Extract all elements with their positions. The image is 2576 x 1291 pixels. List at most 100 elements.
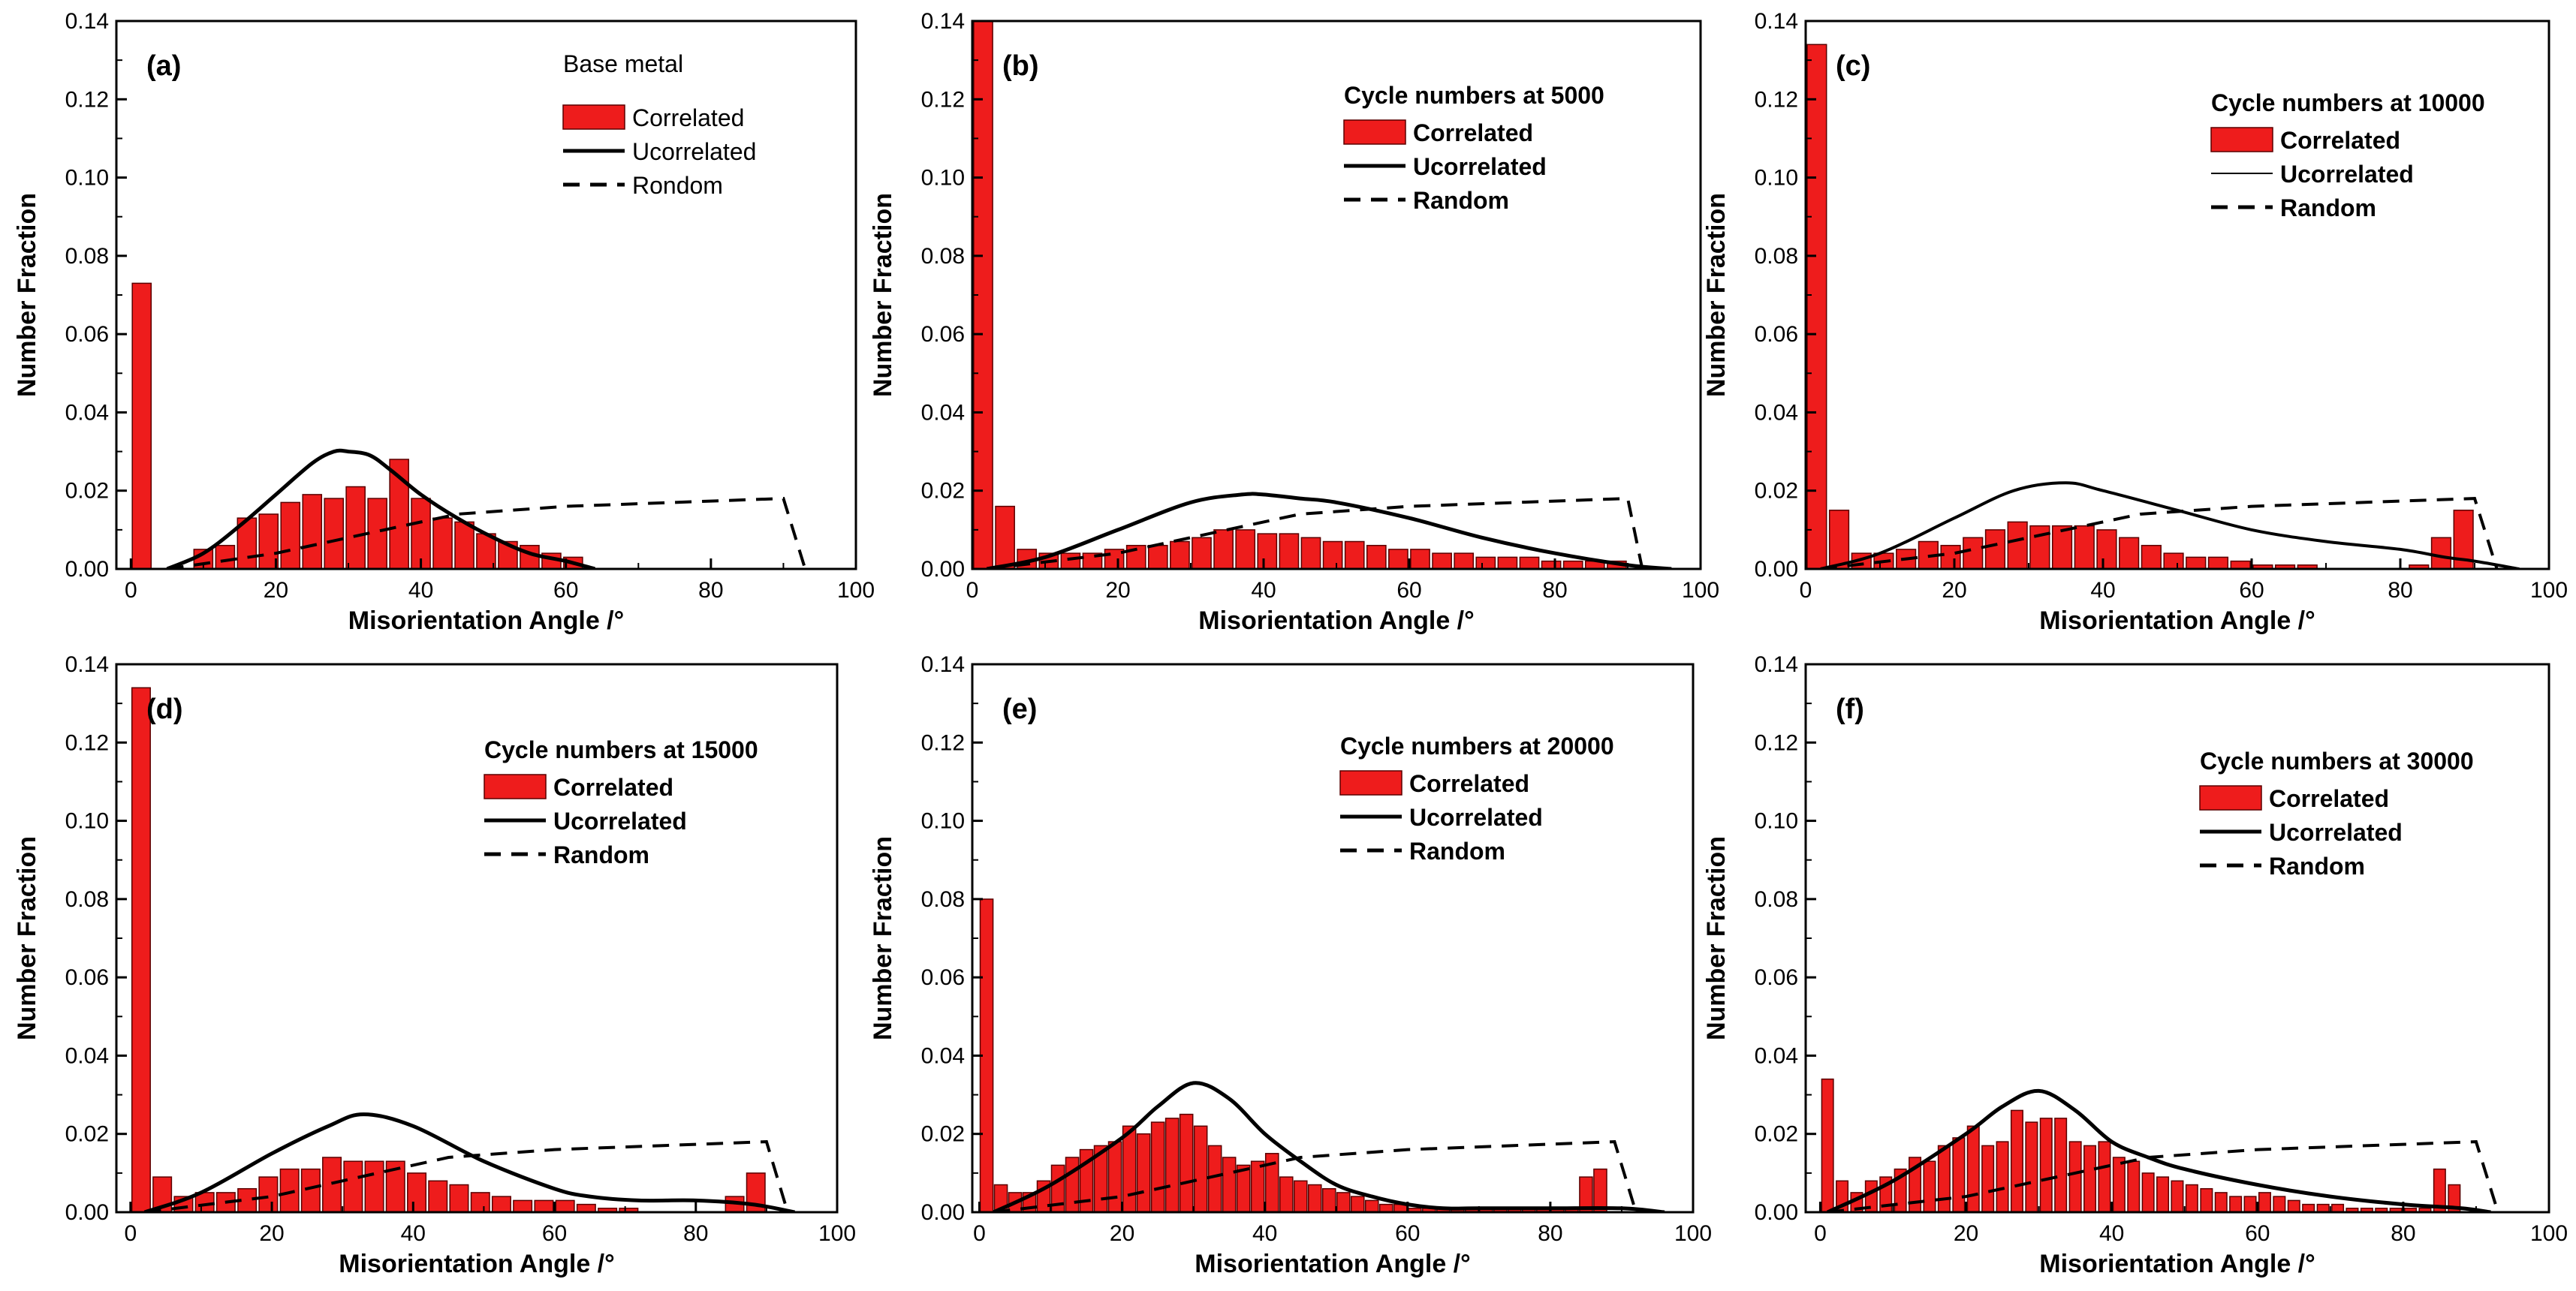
- bar: [1104, 549, 1125, 569]
- legend-label-correlated: Correlated: [553, 774, 673, 801]
- legend-swatch-correlated: [562, 104, 625, 130]
- bar: [324, 498, 345, 569]
- random-series-line: [993, 1140, 1637, 1212]
- y-tick-label: 0.06: [921, 322, 965, 347]
- bar: [1164, 1118, 1180, 1212]
- bar: [2287, 1199, 2300, 1212]
- y-tick-label: 0.00: [921, 1200, 965, 1225]
- bar: [1222, 1157, 1237, 1212]
- bar: [2163, 552, 2184, 569]
- y-tick-label: 0.00: [65, 1200, 109, 1225]
- bar: [280, 501, 301, 569]
- bar: [215, 544, 236, 569]
- bar: [1192, 537, 1212, 569]
- y-tick-label: 0.08: [65, 887, 109, 912]
- plot-area: [1821, 1078, 2500, 1212]
- x-tick-label: 80: [1538, 1221, 1562, 1246]
- legend-swatch-correlated: [2210, 127, 2273, 152]
- y-tick-label: 0.10: [65, 166, 109, 191]
- y-tick-label: 0.06: [65, 322, 109, 347]
- bar: [1593, 1168, 1607, 1212]
- x-tick-label: 40: [1252, 1221, 1277, 1246]
- legend-label-random: Random: [2269, 853, 2365, 880]
- bar: [1984, 529, 2006, 569]
- bar: [1828, 510, 1850, 569]
- x-tick-label: 80: [2391, 1221, 2415, 1246]
- y-axis-label: Number Fraction: [13, 836, 41, 1040]
- panel-title: Cycle numbers at 30000: [2200, 748, 2474, 775]
- x-axis-label: Misorientation Angle /°: [2039, 1250, 2315, 1278]
- x-axis-label: Misorientation Angle /°: [348, 606, 624, 635]
- bar: [2098, 1141, 2111, 1212]
- legend-label-correlated: Correlated: [1409, 770, 1529, 797]
- x-tick-label: 40: [2090, 578, 2115, 603]
- legend: Correlated Ucorrelated Random: [484, 774, 687, 868]
- panel-label: (f): [1836, 694, 1864, 725]
- y-tick-label: 0.14: [921, 652, 965, 677]
- bar: [2141, 1172, 2155, 1212]
- y-axis-label: Number Fraction: [1702, 193, 1731, 397]
- bar: [2156, 1176, 2170, 1212]
- x-tick-label: 80: [1542, 578, 1567, 603]
- y-tick-label: 0.04: [65, 400, 109, 425]
- bar: [1519, 556, 1540, 569]
- uncorrelated-series-line: [1820, 481, 2520, 569]
- bar: [2360, 1208, 2373, 1212]
- bar: [279, 1168, 300, 1212]
- y-axis-label: Number Fraction: [13, 193, 41, 397]
- bar: [1336, 1192, 1351, 1212]
- bar: [1366, 544, 1387, 569]
- y-axis-label: Number Fraction: [1702, 836, 1731, 1040]
- panel-label: (c): [1836, 50, 1870, 82]
- bar: [2331, 1203, 2345, 1212]
- x-tick-label: 100: [1674, 1221, 1712, 1246]
- random-series-line: [167, 497, 807, 569]
- bar: [2127, 1160, 2141, 1212]
- legend-label-uncorrelated: Ucorrelated: [2269, 819, 2403, 846]
- x-tick-label: 60: [1396, 578, 1421, 603]
- bar: [1350, 1196, 1365, 1212]
- bar: [2214, 1192, 2228, 1212]
- bar: [2273, 1196, 2286, 1212]
- x-tick-label: 20: [1105, 578, 1130, 603]
- bar: [1996, 1141, 2009, 1212]
- chart-panel-e: 0.00 0.02 0.04 0.06 0.08 0.10 0.12 0.14 0 20 40 60 8…: [869, 652, 1712, 1278]
- bar: [2200, 1187, 2213, 1212]
- x-tick-label: 100: [837, 578, 875, 603]
- legend-label-uncorrelated: Ucorrelated: [632, 138, 756, 165]
- x-tick-label: 100: [2530, 1221, 2568, 1246]
- panel-title: Cycle numbers at 10000: [2211, 89, 2485, 116]
- y-tick-label: 0.12: [65, 730, 109, 755]
- legend-swatch-correlated: [1343, 119, 1406, 145]
- bar: [449, 1184, 469, 1212]
- bar: [1981, 1145, 1995, 1212]
- bar: [1432, 552, 1452, 569]
- bar: [2039, 1118, 2053, 1212]
- bar: [2112, 1157, 2126, 1212]
- y-tick-label: 0.00: [921, 557, 965, 582]
- y-tick-label: 0.00: [65, 557, 109, 582]
- y-tick-label: 0.12: [921, 87, 965, 112]
- bar: [2230, 560, 2251, 569]
- bar: [2096, 529, 2117, 569]
- legend-label-random: Random: [2280, 194, 2376, 221]
- panel-label: (e): [1002, 694, 1037, 725]
- bar: [534, 1199, 554, 1212]
- bar: [1207, 1145, 1222, 1212]
- bar: [2054, 1118, 2068, 1212]
- bar: [1065, 1157, 1080, 1212]
- legend-label-random: Random: [553, 841, 649, 868]
- y-tick-label: 0.06: [1755, 322, 1798, 347]
- y-tick-label: 0.02: [1755, 479, 1798, 504]
- legend-label-correlated: Correlated: [632, 104, 744, 131]
- bar: [1060, 552, 1081, 569]
- bar: [513, 1199, 533, 1212]
- y-tick-label: 0.02: [65, 1122, 109, 1147]
- bar: [1541, 560, 1562, 569]
- plot-area: [973, 21, 1672, 569]
- bar: [2448, 1184, 2461, 1212]
- bar: [258, 1176, 279, 1212]
- bar: [2010, 1109, 2023, 1212]
- plot-area: [131, 282, 807, 569]
- panel-title: Cycle numbers at 15000: [484, 736, 758, 763]
